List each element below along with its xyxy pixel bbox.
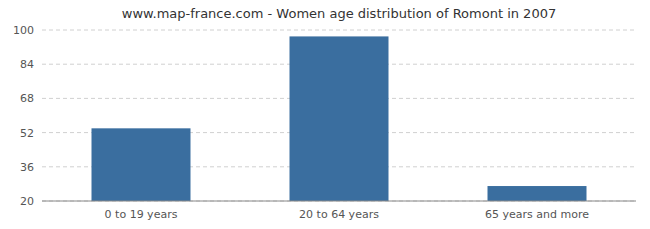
x-tick-label: 65 years and more [485, 208, 589, 221]
x-tick-label: 20 to 64 years [299, 208, 379, 221]
grid-line [42, 30, 636, 31]
y-grid [42, 30, 636, 201]
bar [290, 36, 389, 201]
y-tick-label: 84 [20, 58, 34, 71]
y-tick-label: 52 [20, 127, 34, 140]
y-tick-label: 36 [20, 161, 34, 174]
y-tick-label: 68 [20, 92, 34, 105]
grid-line [42, 201, 636, 202]
bar [488, 186, 587, 201]
y-tick-label: 100 [13, 24, 34, 37]
x-axis: 0 to 19 years 20 to 64 years 65 years and … [42, 201, 636, 221]
bars [92, 36, 587, 201]
y-axis: 20 36 52 68 84 100 [13, 24, 34, 208]
x-tick-label: 0 to 19 years [105, 208, 178, 221]
chart-container: www.map-france.com - Women age distribut… [0, 0, 650, 229]
bar [92, 128, 191, 201]
y-tick-label: 20 [20, 195, 34, 208]
x-axis-line [42, 201, 636, 202]
chart-svg: www.map-france.com - Women age distribut… [0, 0, 650, 229]
chart-title: www.map-france.com - Women age distribut… [122, 6, 556, 21]
